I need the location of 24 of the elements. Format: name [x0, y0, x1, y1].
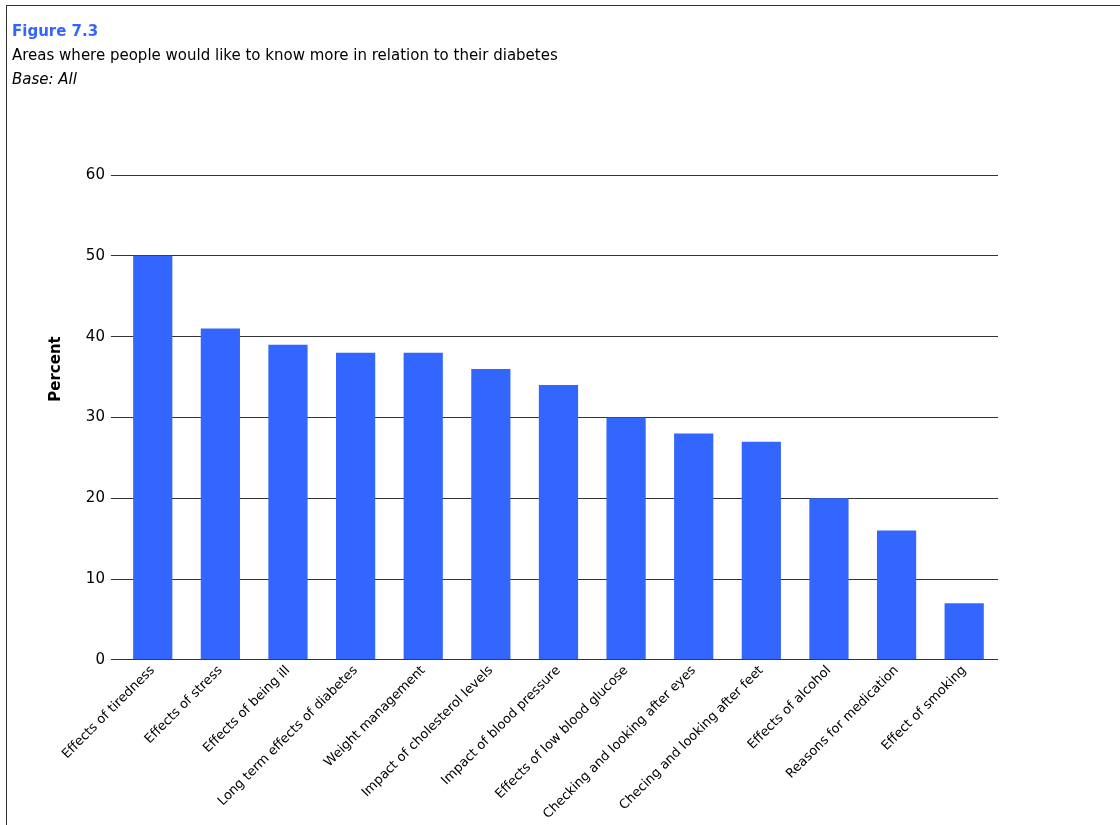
y-tick-label: 30 [85, 407, 105, 426]
y-tick-label: 60 [85, 164, 105, 183]
bar [606, 417, 646, 660]
y-tick-label: 0 [95, 649, 105, 668]
bar [133, 255, 173, 660]
y-tick-label: 20 [85, 488, 105, 507]
bar [741, 441, 781, 660]
bar [335, 352, 376, 660]
y-axis-title: Percent [45, 336, 64, 402]
bar [403, 352, 443, 660]
y-tick-label: 40 [85, 326, 105, 345]
bar [809, 498, 849, 660]
text: Base: All [12, 70, 77, 88]
bar [268, 344, 308, 660]
y-tick-label: 10 [85, 568, 105, 587]
y-tick-label: 50 [85, 245, 105, 264]
chart-subtitle: Areas where people would like to know more in relation to their diabetes [12, 46, 558, 64]
bar [944, 603, 984, 660]
bar [538, 385, 579, 660]
bar [674, 433, 714, 660]
bar [200, 328, 240, 660]
bar [876, 530, 917, 660]
chart-title: Figure 7.3 [12, 22, 99, 40]
bar [471, 368, 511, 660]
